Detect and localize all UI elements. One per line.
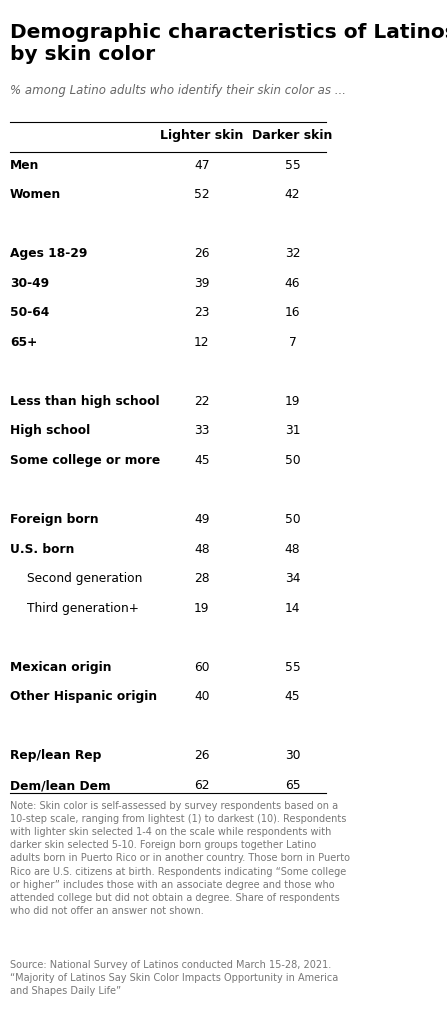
Text: 62: 62 [194, 779, 210, 792]
Text: Ages 18-29: Ages 18-29 [10, 248, 88, 260]
Text: Women: Women [10, 188, 61, 202]
Text: 7: 7 [289, 336, 296, 349]
Text: 55: 55 [285, 159, 300, 172]
Text: Foreign born: Foreign born [10, 514, 99, 526]
Text: 16: 16 [285, 306, 300, 319]
Text: 19: 19 [194, 602, 210, 615]
Text: 14: 14 [285, 602, 300, 615]
Text: 45: 45 [194, 454, 210, 468]
Text: 48: 48 [194, 542, 210, 555]
Text: Less than high school: Less than high school [10, 395, 160, 408]
Text: 40: 40 [194, 691, 210, 704]
Text: 30: 30 [285, 750, 300, 762]
Text: Second generation: Second generation [27, 572, 142, 585]
Text: Darker skin: Darker skin [253, 130, 333, 142]
Text: % among Latino adults who identify their skin color as ...: % among Latino adults who identify their… [10, 85, 346, 97]
Text: 48: 48 [285, 542, 300, 555]
Text: 42: 42 [285, 188, 300, 202]
Text: Rep/lean Rep: Rep/lean Rep [10, 750, 101, 762]
Text: Mexican origin: Mexican origin [10, 661, 112, 674]
Text: 12: 12 [194, 336, 210, 349]
Text: Some college or more: Some college or more [10, 454, 160, 468]
Text: 34: 34 [285, 572, 300, 585]
Text: 33: 33 [194, 425, 210, 438]
Text: 26: 26 [194, 248, 210, 260]
Text: 50: 50 [285, 454, 300, 468]
Text: 45: 45 [285, 691, 300, 704]
Text: Note: Skin color is self-assessed by survey respondents based on a
10-step scale: Note: Skin color is self-assessed by sur… [10, 801, 350, 917]
Text: 19: 19 [285, 395, 300, 408]
Text: 65+: 65+ [10, 336, 38, 349]
Text: Demographic characteristics of Latinos
by skin color: Demographic characteristics of Latinos b… [10, 24, 447, 64]
Text: 49: 49 [194, 514, 210, 526]
Text: U.S. born: U.S. born [10, 542, 75, 555]
Text: 50-64: 50-64 [10, 306, 49, 319]
Text: Dem/lean Dem: Dem/lean Dem [10, 779, 111, 792]
Text: Men: Men [10, 159, 39, 172]
Text: 55: 55 [285, 661, 300, 674]
Text: Other Hispanic origin: Other Hispanic origin [10, 691, 157, 704]
Text: 60: 60 [194, 661, 210, 674]
Text: Third generation+: Third generation+ [27, 602, 139, 615]
Text: 31: 31 [285, 425, 300, 438]
Text: Source: National Survey of Latinos conducted March 15-28, 2021.
“Majority of Lat: Source: National Survey of Latinos condu… [10, 960, 338, 996]
Text: 32: 32 [285, 248, 300, 260]
Text: 46: 46 [285, 277, 300, 290]
Text: 28: 28 [194, 572, 210, 585]
Text: 47: 47 [194, 159, 210, 172]
Text: 23: 23 [194, 306, 210, 319]
Text: 52: 52 [194, 188, 210, 202]
Text: 22: 22 [194, 395, 210, 408]
Text: 39: 39 [194, 277, 210, 290]
Text: 26: 26 [194, 750, 210, 762]
Text: 30-49: 30-49 [10, 277, 49, 290]
Text: High school: High school [10, 425, 90, 438]
Text: 50: 50 [285, 514, 300, 526]
Text: Lighter skin: Lighter skin [160, 130, 244, 142]
Text: 65: 65 [285, 779, 300, 792]
